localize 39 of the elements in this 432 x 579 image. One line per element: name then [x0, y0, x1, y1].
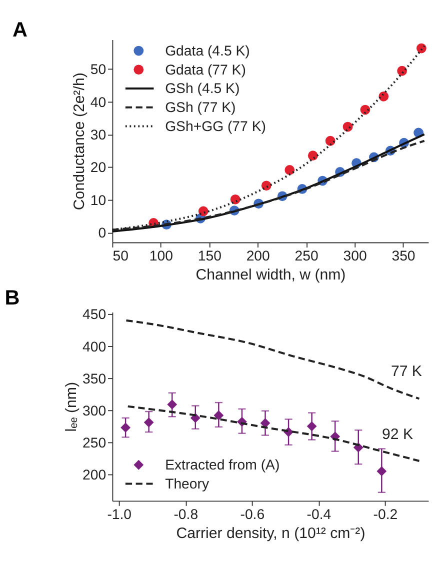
y-tick-label: 40 — [90, 94, 106, 110]
x-tick-label: 350 — [392, 248, 416, 264]
legend-label: Extracted from (A) — [165, 456, 280, 473]
legend-label: GSh (77 K) — [165, 99, 236, 116]
y-tick-label: 10 — [90, 192, 106, 208]
y-tick-label: 200 — [82, 466, 106, 483]
x-tick-label: -1.0 — [107, 506, 132, 522]
y-tick-label: 250 — [82, 434, 106, 451]
y-axis-title: Conductance (2e²/h) — [70, 72, 88, 210]
x-axis-title: Carrier density, n (10¹² cm⁻²) — [176, 524, 366, 542]
legend-label: GSh (4.5 K) — [165, 80, 240, 96]
x-tick-label: 50 — [112, 248, 129, 264]
legend-label: Gdata (77 K) — [165, 61, 246, 78]
y-tick-label: 450 — [82, 306, 106, 322]
legend-label: Theory — [165, 475, 210, 492]
chart-title: A — [12, 18, 28, 42]
x-tick-label: -0.8 — [174, 506, 198, 522]
x-tick-label: -0.4 — [306, 506, 332, 522]
x-tick-label: 300 — [343, 248, 367, 264]
x-tick-label: -0.2 — [373, 506, 398, 522]
y-tick-label: 50 — [90, 61, 106, 78]
y-tick-label: 400 — [82, 338, 106, 354]
y-axis-title: lₑₑ (nm) — [62, 382, 80, 432]
y-tick-label: 20 — [90, 159, 106, 176]
annotation: 92 K — [382, 426, 414, 444]
x-axis-title: Channel width, w (nm) — [196, 266, 346, 284]
x-tick-label: 100 — [149, 248, 174, 264]
legend-label: Gdata (4.5 K) — [165, 42, 250, 59]
x-tick-label: 250 — [294, 248, 318, 264]
x-tick-label: -0.6 — [240, 506, 265, 522]
y-tick-label: 300 — [82, 402, 106, 418]
annotation: 77 K — [390, 363, 422, 380]
legend-label: GSh+GG (77 K) — [165, 118, 266, 134]
x-tick-label: 200 — [246, 248, 270, 264]
x-tick-label: 150 — [198, 248, 222, 264]
chart-title: B — [4, 286, 20, 310]
y-tick-label: 30 — [90, 126, 106, 143]
y-tick-label: 350 — [82, 370, 106, 386]
y-tick-label: 0 — [98, 224, 106, 241]
